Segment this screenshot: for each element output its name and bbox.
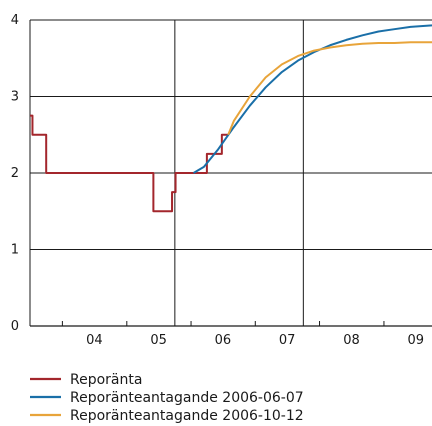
x-tick-label-04: 04 <box>86 333 103 348</box>
y-tick-label-2: 2 <box>11 166 19 181</box>
x-tick-label-08: 08 <box>343 333 360 348</box>
legend-label-3: Reporänteantagande 2006-10-12 <box>70 408 304 424</box>
y-tick-label-4: 4 <box>11 13 19 28</box>
y-tick-label-0: 0 <box>11 319 19 334</box>
x-tick-label-09: 09 <box>408 333 425 348</box>
legend: Reporänta Reporänteantagande 2006-06-07 Re… <box>30 372 304 424</box>
series-lines <box>30 24 432 213</box>
x-tick-label-05: 05 <box>150 333 167 348</box>
x-tick-label-07: 07 <box>279 333 296 348</box>
series-line-3 <box>227 41 432 136</box>
x-tick-label-06: 06 <box>215 333 232 348</box>
x-axis-tick-labels: 04 05 06 07 08 09 <box>86 333 424 348</box>
y-tick-label-1: 1 <box>11 243 19 258</box>
series-line-1 <box>30 114 229 213</box>
series-line-2 <box>193 24 432 174</box>
x-axis <box>30 321 432 327</box>
y-tick-label-3: 3 <box>11 90 19 105</box>
legend-label-2: Reporänteantagande 2006-06-07 <box>70 390 304 406</box>
y-axis-tick-labels: 0 1 2 3 4 <box>11 13 19 334</box>
legend-label-1: Reporänta <box>70 372 142 388</box>
